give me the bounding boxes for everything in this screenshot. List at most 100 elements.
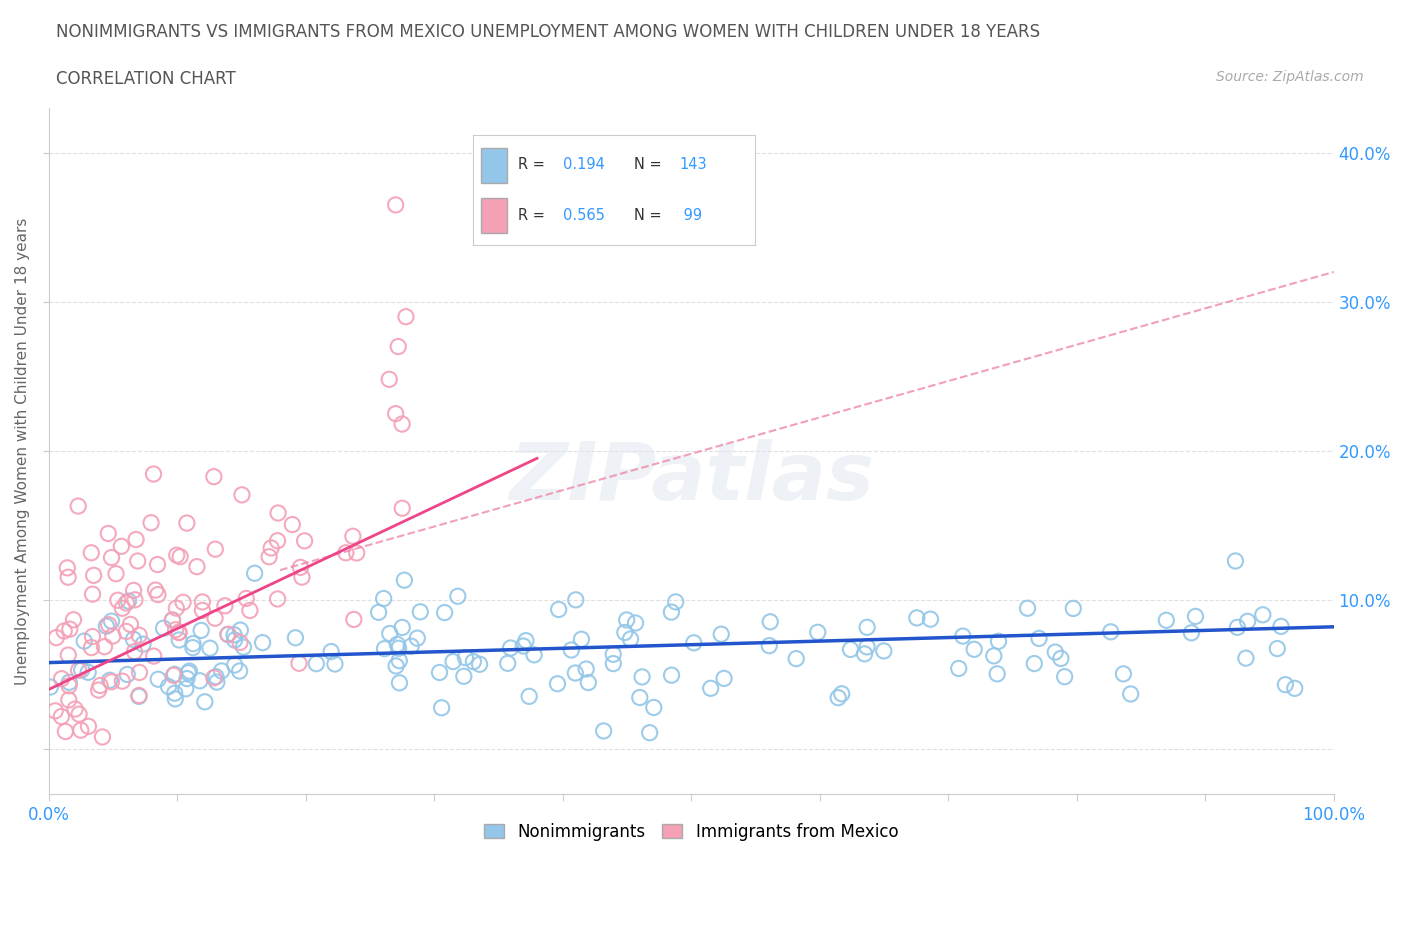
Point: [856, 640, 879, 655]
Point: [172, 595, 194, 610]
Point: [80, 640, 103, 655]
Point: [512, 639, 534, 654]
Point: [873, 644, 896, 658]
Point: [53, 724, 76, 739]
Point: [986, 667, 1008, 682]
Point: [624, 616, 647, 631]
Point: [105, 566, 128, 581]
Point: [128, 628, 150, 643]
Point: [186, 559, 208, 574]
Point: [204, 611, 226, 626]
Point: [124, 644, 146, 659]
Point: [165, 622, 187, 637]
Point: [342, 529, 364, 544]
Point: [1236, 614, 1258, 629]
Point: [222, 628, 245, 643]
Point: [77, 665, 100, 680]
Point: [839, 642, 862, 657]
Point: [266, 591, 288, 606]
Point: [387, 637, 409, 652]
Point: [1251, 607, 1274, 622]
Point: [291, 570, 314, 585]
Point: [232, 640, 254, 655]
Point: [1028, 631, 1050, 645]
Point: [45, 631, 67, 645]
Point: [1265, 641, 1288, 656]
Point: [905, 610, 928, 625]
Point: [1099, 624, 1122, 639]
Point: [124, 592, 146, 607]
Point: [125, 532, 148, 547]
Point: [373, 591, 395, 606]
Point: [166, 548, 188, 563]
Point: [290, 560, 312, 575]
Point: [266, 533, 288, 548]
Point: [229, 623, 252, 638]
Point: [391, 500, 413, 515]
Point: [89, 678, 111, 693]
Text: NONIMMIGRANTS VS IMMIGRANTS FROM MEXICO UNEMPLOYMENT AMONG WOMEN WITH CHILDREN U: NONIMMIGRANTS VS IMMIGRANTS FROM MEXICO …: [56, 23, 1040, 41]
Point: [367, 604, 389, 619]
Point: [58, 647, 80, 662]
Point: [117, 667, 139, 682]
Point: [284, 631, 307, 645]
Point: [152, 621, 174, 636]
Point: [343, 612, 366, 627]
Point: [619, 631, 641, 646]
Point: [188, 673, 211, 688]
Point: [346, 546, 368, 561]
Point: [228, 664, 250, 679]
Point: [194, 695, 217, 710]
Point: [115, 624, 138, 639]
Point: [602, 647, 624, 662]
Point: [454, 650, 477, 665]
Point: [1017, 601, 1039, 616]
Point: [517, 689, 540, 704]
Point: [205, 670, 228, 684]
Point: [132, 637, 155, 652]
Point: [177, 665, 200, 680]
Point: [176, 671, 198, 686]
Point: [430, 700, 453, 715]
Point: [638, 725, 661, 740]
Point: [163, 685, 186, 700]
Point: [169, 550, 191, 565]
Point: [229, 635, 252, 650]
Point: [120, 617, 142, 631]
Point: [323, 657, 346, 671]
Point: [217, 627, 239, 642]
Point: [682, 635, 704, 650]
Point: [616, 613, 638, 628]
Point: [447, 589, 470, 604]
Point: [661, 604, 683, 619]
Point: [211, 663, 233, 678]
Point: [163, 667, 186, 682]
Point: [146, 671, 169, 686]
Point: [1284, 681, 1306, 696]
Point: [592, 724, 614, 738]
Y-axis label: Unemployment Among Women with Children Under 18 years: Unemployment Among Women with Children U…: [15, 218, 30, 684]
Point: [856, 620, 879, 635]
Point: [1225, 553, 1247, 568]
Point: [239, 603, 262, 618]
Point: [39, 680, 62, 695]
Point: [1274, 677, 1296, 692]
Point: [983, 648, 1005, 663]
Point: [1180, 625, 1202, 640]
Point: [162, 668, 184, 683]
Point: [321, 644, 343, 659]
Point: [191, 603, 214, 618]
Point: [58, 693, 80, 708]
Point: [252, 635, 274, 650]
Point: [429, 665, 451, 680]
Point: [406, 631, 429, 645]
Point: [453, 669, 475, 684]
Point: [91, 729, 114, 744]
Point: [110, 538, 132, 553]
Point: [145, 583, 167, 598]
Point: [785, 651, 807, 666]
Point: [388, 653, 411, 668]
Point: [523, 647, 546, 662]
Point: [387, 339, 409, 354]
Point: [391, 417, 413, 432]
